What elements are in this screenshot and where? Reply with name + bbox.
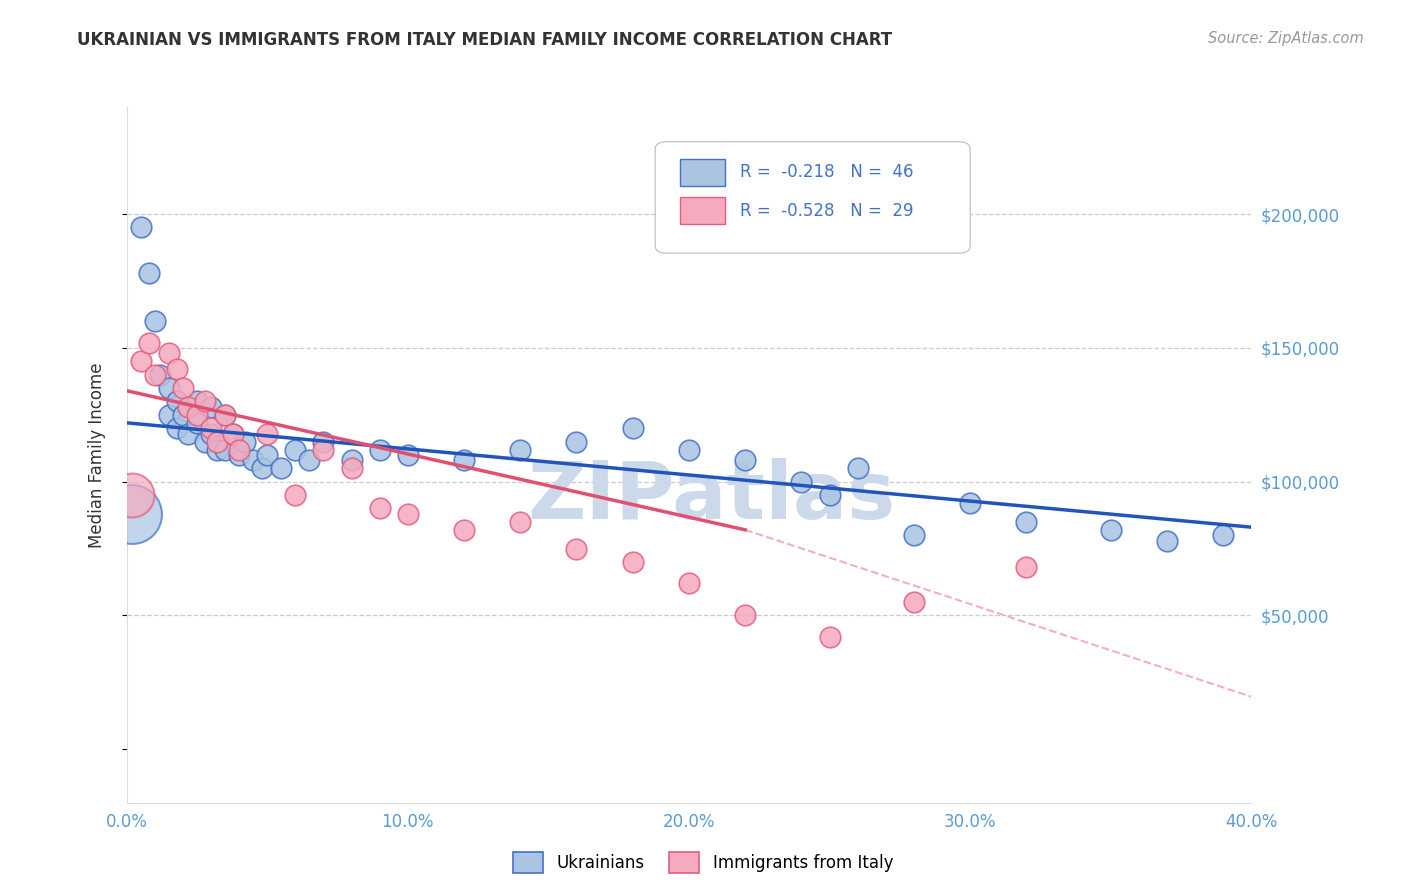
- Point: [157, 346, 180, 360]
- Point: [818, 488, 841, 502]
- Text: ZIPatlas: ZIPatlas: [527, 458, 896, 536]
- Point: [138, 335, 160, 350]
- Point: [157, 408, 180, 422]
- Point: [1015, 560, 1038, 574]
- Text: Source: ZipAtlas.com: Source: ZipAtlas.com: [1208, 31, 1364, 46]
- Point: [256, 426, 278, 441]
- Point: [1156, 533, 1178, 548]
- Point: [228, 442, 250, 457]
- Point: [200, 426, 222, 441]
- Point: [621, 421, 644, 435]
- Point: [846, 461, 869, 475]
- Point: [250, 461, 273, 475]
- Point: [312, 434, 335, 449]
- Point: [228, 448, 250, 462]
- Point: [270, 461, 292, 475]
- Point: [233, 434, 256, 449]
- Point: [298, 453, 321, 467]
- Point: [312, 442, 335, 457]
- Point: [396, 507, 419, 521]
- Point: [143, 368, 166, 382]
- Point: [143, 314, 166, 328]
- Point: [678, 442, 700, 457]
- Point: [509, 442, 531, 457]
- Point: [186, 408, 208, 422]
- Point: [959, 496, 981, 510]
- Point: [453, 523, 475, 537]
- Point: [790, 475, 813, 489]
- Point: [200, 421, 222, 435]
- Point: [222, 426, 245, 441]
- Point: [194, 434, 217, 449]
- Point: [205, 442, 228, 457]
- Point: [242, 453, 264, 467]
- Point: [256, 448, 278, 462]
- Point: [340, 461, 363, 475]
- Point: [214, 408, 236, 422]
- Point: [678, 576, 700, 591]
- Point: [166, 362, 188, 376]
- Point: [177, 400, 200, 414]
- Point: [214, 442, 236, 457]
- Text: UKRAINIAN VS IMMIGRANTS FROM ITALY MEDIAN FAMILY INCOME CORRELATION CHART: UKRAINIAN VS IMMIGRANTS FROM ITALY MEDIA…: [77, 31, 893, 49]
- Point: [222, 426, 245, 441]
- Point: [621, 555, 644, 569]
- Text: R =  -0.218   N =  46: R = -0.218 N = 46: [740, 163, 912, 181]
- Point: [172, 408, 194, 422]
- Point: [157, 381, 180, 395]
- Point: [186, 416, 208, 430]
- Point: [166, 394, 188, 409]
- Point: [214, 408, 236, 422]
- Point: [186, 394, 208, 409]
- Point: [284, 488, 307, 502]
- Point: [1099, 523, 1122, 537]
- Point: [172, 381, 194, 395]
- Point: [565, 541, 588, 556]
- Point: [284, 442, 307, 457]
- Point: [453, 453, 475, 467]
- Bar: [681, 197, 725, 224]
- Point: [734, 453, 756, 467]
- FancyBboxPatch shape: [655, 142, 970, 253]
- Point: [368, 442, 391, 457]
- Point: [734, 608, 756, 623]
- Legend: Ukrainians, Immigrants from Italy: Ukrainians, Immigrants from Italy: [506, 846, 900, 880]
- Point: [177, 426, 200, 441]
- Point: [1015, 515, 1038, 529]
- Point: [121, 488, 143, 502]
- Point: [903, 595, 925, 609]
- Point: [121, 507, 143, 521]
- Point: [166, 421, 188, 435]
- Point: [194, 394, 217, 409]
- Point: [396, 448, 419, 462]
- Point: [205, 434, 228, 449]
- Point: [129, 354, 152, 368]
- Point: [340, 453, 363, 467]
- Point: [1212, 528, 1234, 542]
- Point: [129, 220, 152, 235]
- Point: [200, 400, 222, 414]
- Point: [149, 368, 172, 382]
- Point: [818, 630, 841, 644]
- Bar: [681, 159, 725, 186]
- Text: R =  -0.528   N =  29: R = -0.528 N = 29: [740, 202, 912, 219]
- Point: [903, 528, 925, 542]
- Point: [565, 434, 588, 449]
- Point: [368, 501, 391, 516]
- Y-axis label: Median Family Income: Median Family Income: [87, 362, 105, 548]
- Point: [509, 515, 531, 529]
- Point: [138, 266, 160, 280]
